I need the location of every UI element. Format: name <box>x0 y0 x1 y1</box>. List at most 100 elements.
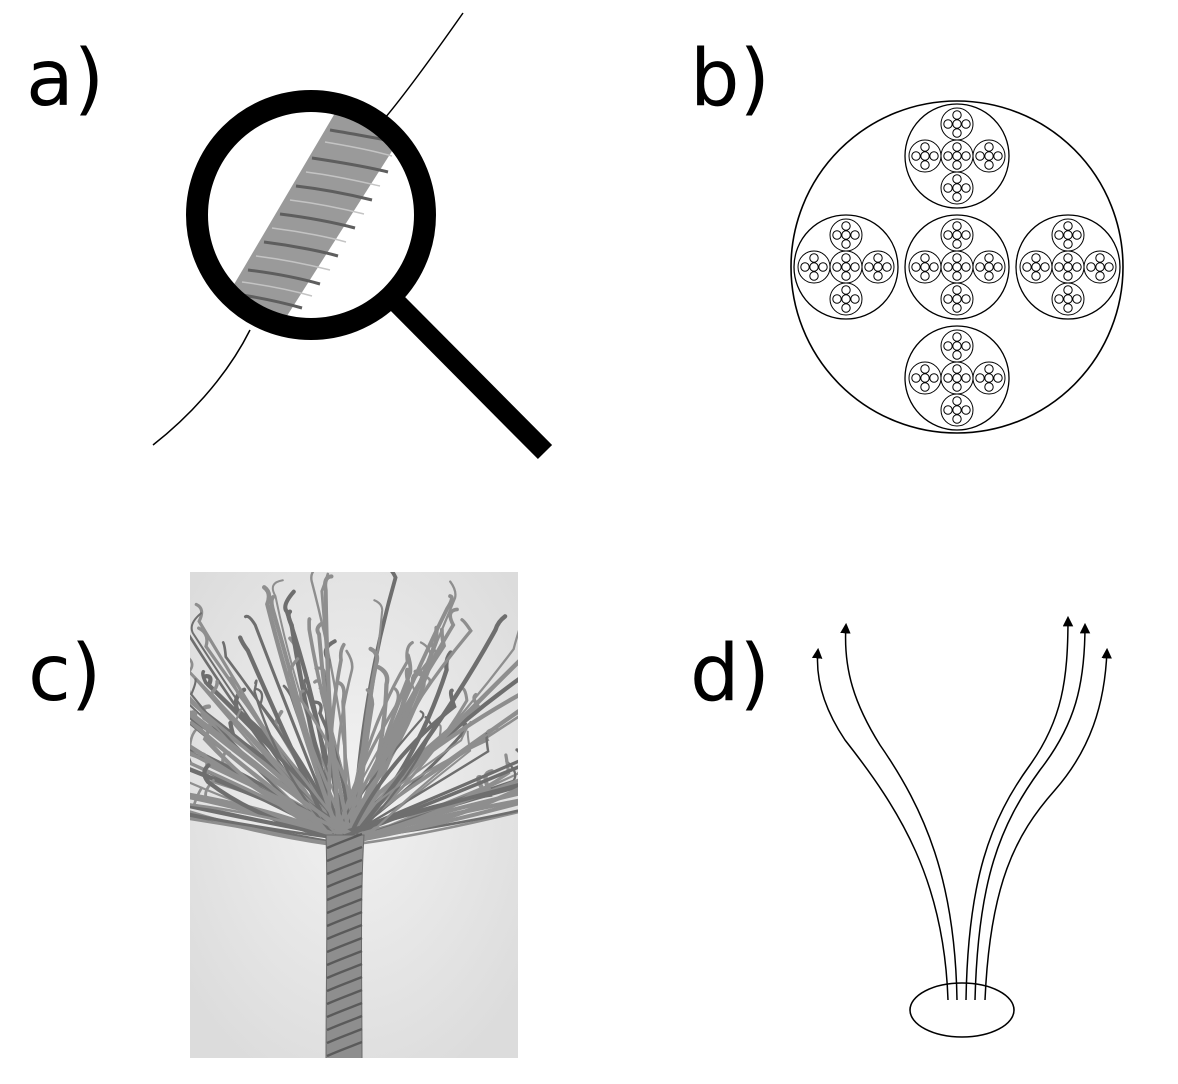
fiber-circle <box>1086 262 1096 272</box>
fiber-circle <box>841 253 851 263</box>
yarn-circle <box>940 393 974 427</box>
fiber-circle <box>832 230 842 240</box>
strand-circle <box>1015 214 1121 320</box>
fiber-circle <box>952 253 962 263</box>
fiber-circle <box>943 405 953 415</box>
fiber-strand <box>299 689 364 845</box>
fiber-strand <box>243 614 344 847</box>
fiber-strand <box>343 765 518 838</box>
yarn-circle <box>940 329 974 363</box>
fiber-strand <box>190 803 350 843</box>
fiber-strand <box>333 798 518 847</box>
fiber-strand <box>315 621 353 840</box>
strand-circle <box>904 214 1010 320</box>
fiber-circle <box>961 183 971 193</box>
fiber-circle <box>1031 262 1041 272</box>
fiber-circle <box>800 262 810 272</box>
fiber-strand <box>349 810 518 847</box>
fiber-circle <box>952 303 962 313</box>
panel-label-d: d) <box>690 629 770 719</box>
strand-circle <box>904 103 1010 209</box>
fiber-circle <box>961 151 971 161</box>
rope-twist-line <box>326 1001 363 1019</box>
rope-twist-line <box>326 897 363 915</box>
rope-thin-line <box>152 12 464 446</box>
fiber-circle <box>984 382 994 392</box>
magnified-rope <box>203 107 419 323</box>
fiber-circle <box>952 396 962 406</box>
fiber-circle <box>841 285 851 295</box>
fiber-circle <box>943 294 953 304</box>
fiber-circle <box>1072 294 1082 304</box>
fiber-circle <box>993 262 1003 272</box>
fiber-circle <box>1095 253 1105 263</box>
yarn-circle <box>940 171 974 205</box>
fiber-circle <box>929 151 939 161</box>
fiber-circle <box>1054 262 1064 272</box>
fiber-circle <box>961 294 971 304</box>
fiber-circle <box>809 262 819 272</box>
yarn-circle <box>908 139 942 173</box>
fiber-circle <box>961 341 971 351</box>
fiber-circle <box>809 253 819 263</box>
fiber-circle <box>1095 262 1105 272</box>
fiber-circle <box>1054 230 1064 240</box>
yarn-circle <box>940 361 974 395</box>
fiber-circle <box>952 332 962 342</box>
fiber-circle <box>993 373 1003 383</box>
fiber-circle <box>943 183 953 193</box>
fiber-circle <box>943 151 953 161</box>
rope-twist-line <box>326 975 363 993</box>
fiber-circle <box>920 271 930 281</box>
yarn-circle <box>1019 250 1053 284</box>
fiber-circle <box>1063 230 1073 240</box>
fiber-circle <box>952 285 962 295</box>
fiber-circle <box>911 373 921 383</box>
fiber-circle <box>952 350 962 360</box>
fiber-strand <box>221 641 351 845</box>
fiber-circle <box>952 174 962 184</box>
rope-twist-line <box>326 962 363 980</box>
fiber-circle <box>841 221 851 231</box>
fiber-strand <box>346 614 508 845</box>
fiber-circle <box>929 262 939 272</box>
rope-twist-line <box>326 884 363 902</box>
fiber-circle <box>864 262 874 272</box>
flow-arrow-1 <box>811 647 949 1001</box>
fiber-circle <box>911 262 921 272</box>
fiber-circle <box>1031 253 1041 263</box>
flow-arrow-5 <box>984 647 1112 1001</box>
fiber-circle <box>841 294 851 304</box>
fiber-strand <box>202 718 339 839</box>
fiber-circle <box>1063 239 1073 249</box>
fiber-strand <box>354 730 472 845</box>
frayed-rope-photo <box>190 572 518 1058</box>
rope-twist-line <box>326 1040 363 1058</box>
fiber-strand <box>202 763 348 843</box>
yarn-circle <box>972 139 1006 173</box>
yarn-circle <box>940 218 974 252</box>
fiber-circle <box>943 373 953 383</box>
yarn-circle <box>797 250 831 284</box>
fiber-circle <box>975 151 985 161</box>
fiber-circle <box>850 294 860 304</box>
fiber-circle <box>984 271 994 281</box>
fiber-circle <box>1040 262 1050 272</box>
rope-twist-line <box>326 832 363 850</box>
fiber-circle <box>952 110 962 120</box>
fiber-circle <box>920 142 930 152</box>
fiber-strand <box>358 711 518 846</box>
fiber-circle <box>1054 294 1064 304</box>
fiber-circle <box>920 151 930 161</box>
fiber-circle <box>1031 271 1041 281</box>
fiber-circle <box>1072 230 1082 240</box>
fiber-strand <box>190 810 333 846</box>
fiber-circle <box>952 239 962 249</box>
yarn-circle <box>940 282 974 316</box>
rope-twist-line <box>326 936 363 954</box>
fiber-circle <box>975 262 985 272</box>
fiber-circle <box>1022 262 1032 272</box>
fiber-circle <box>1063 221 1073 231</box>
yarn-circle <box>908 250 942 284</box>
